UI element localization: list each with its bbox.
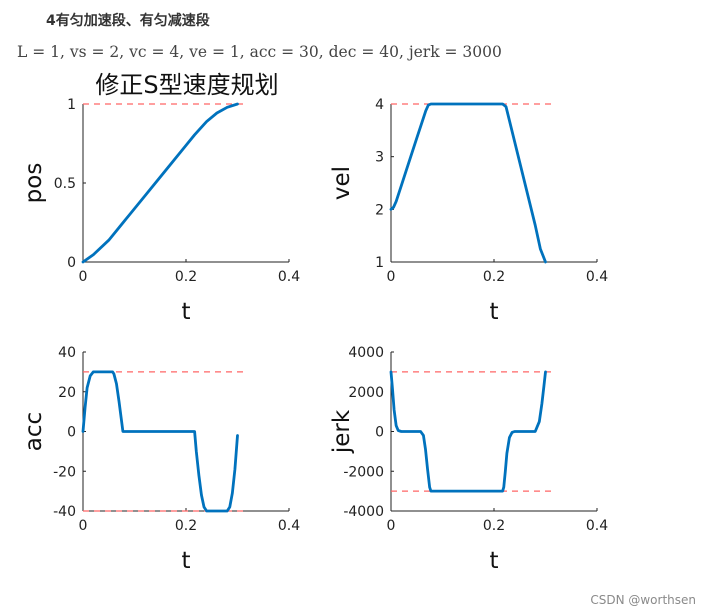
series-line: [81, 102, 239, 264]
y-tick-label: -20: [53, 464, 76, 480]
subplot-pos: 0 0.2 0.4 0 0.5 1 t pos: [21, 97, 300, 325]
x-tick-label: 0.4: [278, 518, 300, 534]
y-tick-label: 1: [375, 255, 384, 271]
x-tick-label: 0.2: [483, 518, 505, 534]
y-tick-label: -40: [53, 504, 76, 520]
x-tick-label: 0: [79, 518, 88, 534]
x-axis-label: t: [181, 548, 190, 574]
y-axis-label: acc: [21, 412, 47, 451]
y-tick-label: 0: [67, 425, 76, 441]
y-tick-label: 0: [375, 425, 384, 441]
series-line: [389, 370, 547, 493]
y-tick-label: 2: [375, 202, 384, 218]
x-tick-label: 0.2: [175, 269, 197, 285]
y-axis-label: jerk: [329, 409, 355, 454]
y-tick-label: -2000: [343, 464, 384, 480]
y-tick-label: 3: [375, 150, 384, 166]
subplot-grid: 0 0.2 0.4 0 0.5 1 t pos 0 0.2 0.4 1 2 3 4 t vel 0 0.2 0.4 -4…: [21, 97, 608, 574]
x-tick-label: 0.2: [175, 518, 197, 534]
parameter-formula: L = 1, vs = 2, vc = 4, ve = 1, acc = 30,…: [17, 43, 502, 61]
subplot-acc: 0 0.2 0.4 -40 -20 0 20 40 t acc: [21, 345, 300, 574]
y-tick-label: 2000: [348, 385, 384, 401]
x-tick-label: 0: [387, 269, 396, 285]
figure-title: 修正S型速度规划: [95, 71, 278, 99]
series-line: [81, 370, 239, 513]
watermark: CSDN @worthsen: [590, 593, 696, 607]
x-tick-label: 0.4: [278, 269, 300, 285]
x-tick-label: 0: [79, 269, 88, 285]
y-tick-label: 4: [375, 97, 384, 113]
subplot-jerk: 0 0.2 0.4 -4000 -2000 0 2000 4000 t jerk: [329, 345, 608, 574]
y-tick-label: 0: [67, 255, 76, 271]
series-line: [389, 102, 547, 264]
x-axis-label: t: [181, 299, 190, 325]
y-tick-label: 4000: [348, 345, 384, 361]
y-tick-label: 0.5: [54, 176, 76, 192]
y-axis-label: pos: [21, 163, 47, 204]
x-axis-label: t: [489, 548, 498, 574]
x-tick-label: 0: [387, 518, 396, 534]
x-axis-label: t: [489, 299, 498, 325]
y-tick-label: -4000: [343, 504, 384, 520]
y-tick-label: 20: [58, 385, 76, 401]
x-tick-label: 0.2: [483, 269, 505, 285]
y-tick-label: 1: [67, 97, 76, 113]
subplot-vel: 0 0.2 0.4 1 2 3 4 t vel: [329, 97, 608, 325]
x-tick-label: 0.4: [586, 518, 608, 534]
y-tick-label: 40: [58, 345, 76, 361]
section-heading: 4有匀加速段、有匀减速段: [46, 13, 210, 29]
y-axis-label: vel: [329, 166, 355, 200]
x-tick-label: 0.4: [586, 269, 608, 285]
